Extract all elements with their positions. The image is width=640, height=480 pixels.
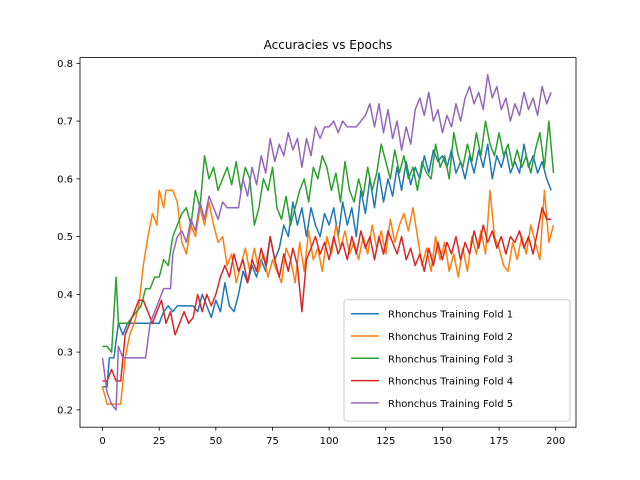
x-tick-label: 150 <box>433 436 452 447</box>
series-line-fold-5 <box>101 74 552 411</box>
series-line-fold-4 <box>102 207 552 382</box>
x-tick-label: 25 <box>153 436 166 447</box>
y-axis: 0.2 0.3 0.4 0.5 0.6 0.7 0.8 <box>57 59 80 416</box>
legend-label: Rhonchus Training Fold 3 <box>388 354 513 365</box>
y-tick-label: 0.3 <box>57 348 73 359</box>
x-axis: 0 25 50 75 100 125 150 175 200 <box>99 427 565 447</box>
x-tick-label: 200 <box>546 436 565 447</box>
legend-label: Rhonchus Training Fold 2 <box>388 332 513 343</box>
series-line-fold-2 <box>101 189 555 405</box>
x-tick-label: 75 <box>266 436 279 447</box>
x-tick-label: 125 <box>376 436 395 447</box>
x-tick-label: 50 <box>209 436 222 447</box>
y-tick-label: 0.7 <box>57 117 73 128</box>
chart-title: Accuracies vs Epochs <box>264 38 393 52</box>
legend-label: Rhonchus Training Fold 4 <box>388 377 513 388</box>
legend-label: Rhonchus Training Fold 5 <box>388 399 513 410</box>
y-tick-label: 0.8 <box>57 59 73 70</box>
legend: Rhonchus Training Fold 1 Rhonchus Trainin… <box>343 299 571 422</box>
y-tick-label: 0.5 <box>57 232 73 243</box>
plot-area <box>101 74 555 411</box>
series-line-fold-1 <box>102 143 552 388</box>
legend-box <box>343 299 571 422</box>
x-tick-label: 175 <box>490 436 509 447</box>
series-line-fold-3 <box>102 120 555 353</box>
axes-frame <box>79 57 577 428</box>
y-tick-label: 0.2 <box>57 405 73 416</box>
legend-label: Rhonchus Training Fold 1 <box>388 310 513 321</box>
y-tick-label: 0.4 <box>57 290 73 301</box>
y-tick-label: 0.6 <box>57 174 73 185</box>
x-tick-label: 0 <box>99 436 105 447</box>
x-tick-label: 100 <box>320 436 339 447</box>
